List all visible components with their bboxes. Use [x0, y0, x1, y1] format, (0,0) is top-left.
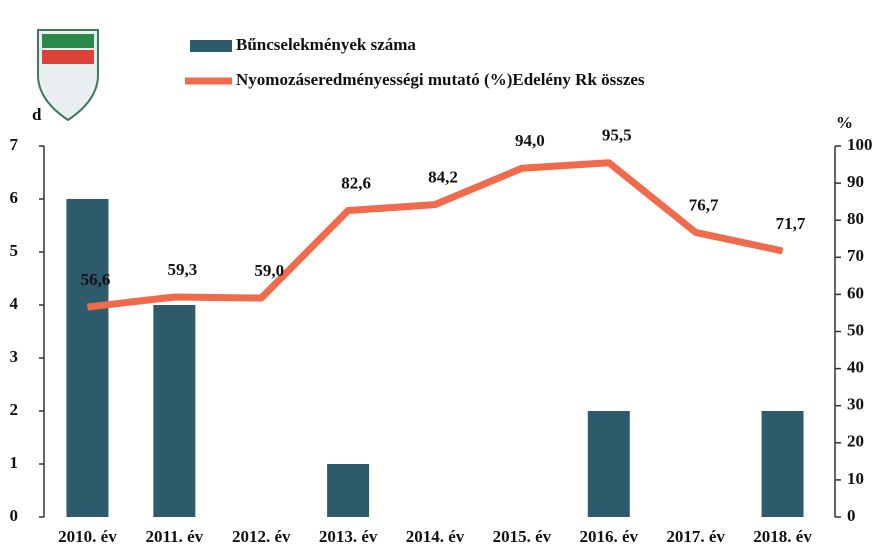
x-tick-label: 2011. év	[146, 527, 204, 546]
y2-tick-label: 40	[847, 358, 864, 377]
x-tick-label: 2018. év	[753, 527, 812, 546]
y2-tick-label: 60	[847, 283, 864, 302]
y-tick-label: 4	[10, 294, 19, 313]
y2-tick-label: 10	[847, 469, 864, 488]
bar	[327, 464, 370, 517]
y2-tick-label: 30	[847, 395, 864, 414]
legend-label: Bűncselekmények száma	[236, 35, 416, 54]
y-tick-label: 7	[10, 135, 19, 154]
legend-swatch	[190, 40, 232, 52]
data-label: 94,0	[515, 131, 545, 150]
bar	[153, 305, 196, 517]
data-label: 76,7	[689, 195, 719, 214]
y-tick-label: 6	[10, 188, 19, 207]
x-tick-label: 2013. év	[319, 527, 378, 546]
data-label: 71,7	[776, 214, 806, 233]
bar	[761, 411, 804, 517]
data-label: 95,5	[602, 126, 632, 145]
x-tick-label: 2016. év	[580, 527, 639, 546]
data-label: 59,0	[254, 261, 284, 280]
y2-tick-label: 20	[847, 432, 864, 451]
y2-tick-label: 70	[847, 246, 864, 265]
y-tick-label: 1	[10, 453, 19, 472]
x-tick-label: 2010. év	[58, 527, 117, 546]
y2-tick-label: 100	[847, 135, 873, 154]
y2-tick-label: 80	[847, 209, 864, 228]
y2-tick-label: 50	[847, 320, 864, 339]
y-axis-label: d	[32, 105, 42, 124]
y-tick-label: 5	[10, 241, 19, 260]
line	[87, 159, 784, 311]
x-tick-label: 2017. év	[666, 527, 725, 546]
y-tick-label: 2	[10, 400, 19, 419]
bar	[587, 411, 630, 517]
data-label: 82,6	[341, 173, 371, 192]
y2-tick-label: 90	[847, 172, 864, 191]
bar	[66, 199, 109, 517]
y2-axis-label: %	[836, 113, 853, 132]
logo	[37, 29, 99, 122]
x-tick-label: 2012. év	[232, 527, 291, 546]
y-tick-label: 3	[10, 347, 19, 366]
x-tick-label: 2015. év	[493, 527, 552, 546]
legend-label: Nyomozáseredményességi mutató (%)Edelény…	[236, 70, 645, 89]
x-tick-label: 2014. év	[406, 527, 465, 546]
data-label: 59,3	[167, 260, 197, 279]
y2-tick-label: 0	[847, 506, 856, 525]
data-label: 84,2	[428, 168, 458, 187]
data-label: 56,6	[81, 270, 111, 289]
y-tick-label: 0	[10, 506, 19, 525]
